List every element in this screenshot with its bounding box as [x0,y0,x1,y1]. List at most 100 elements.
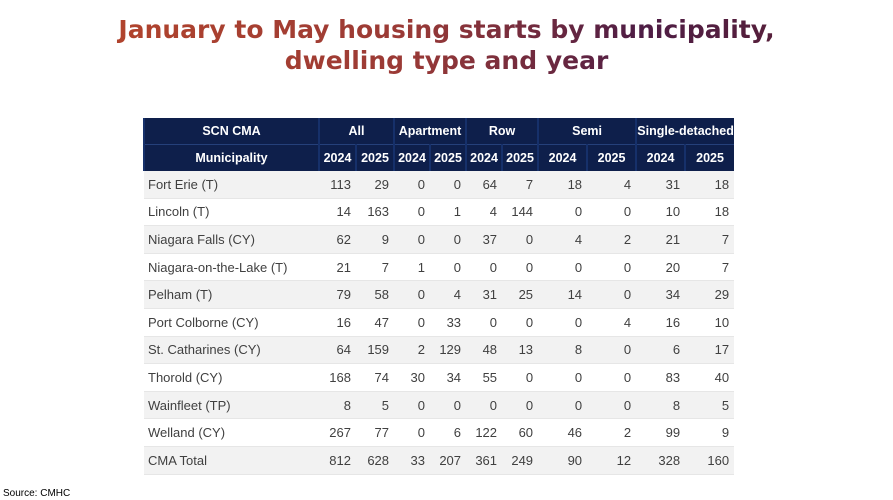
value-cell: 361 [466,446,503,475]
municipality-cell: Port Colborne (CY) [144,308,319,337]
value-cell: 0 [502,391,539,420]
value-cell: 122 [466,418,503,447]
value-cell: 0 [538,391,588,420]
value-cell: 9 [356,225,395,254]
value-cell: 33 [394,446,431,475]
municipality-cell: Wainfleet (TP) [144,391,319,420]
value-cell: 34 [636,280,686,309]
table-row: Port Colborne (CY) 16 47 0 33 0 0 0 4 16 10 [144,308,735,337]
value-cell: 14 [319,198,356,227]
value-cell: 0 [587,336,637,365]
group-header: Apartment [393,118,467,145]
title: January to May housing starts by municip… [60,14,833,76]
value-cell: 0 [394,391,431,420]
value-cell: 48 [466,336,503,365]
value-cell: 4 [538,225,588,254]
value-cell: 628 [356,446,395,475]
value-cell: 0 [538,363,588,392]
value-cell: 8 [319,391,356,420]
value-cell: 144 [502,198,539,227]
value-cell: 4 [430,280,467,309]
value-cell: 0 [502,225,539,254]
municipality-cell: Pelham (T) [144,280,319,309]
group-header-row: SCN CMA All Apartment Row Semi Single-detache… [143,118,735,145]
value-cell: 168 [319,363,356,392]
value-cell: 4 [466,198,503,227]
value-cell: 0 [466,308,503,337]
value-cell: 0 [587,198,637,227]
value-cell: 74 [356,363,395,392]
sub-header: 2024 [393,144,431,171]
value-cell: 18 [685,171,735,199]
value-cell: 0 [538,198,588,227]
value-cell: 207 [430,446,467,475]
value-cell: 0 [466,391,503,420]
value-cell: 6 [430,418,467,447]
value-cell: 2 [394,336,431,365]
table-row: Pelham (T) 79 58 0 4 31 25 14 0 34 29 [144,280,735,309]
table-row: Fort Erie (T) 113 29 0 0 64 7 18 4 31 18 [144,171,735,199]
value-cell: 7 [685,253,735,282]
value-cell: 2 [587,418,637,447]
value-cell: 10 [685,308,735,337]
value-cell: 0 [538,253,588,282]
value-cell: 79 [319,280,356,309]
value-cell: 14 [538,280,588,309]
sub-header: 2024 [465,144,503,171]
value-cell: 55 [466,363,503,392]
value-cell: 267 [319,418,356,447]
value-cell: 29 [356,171,395,199]
group-header: SCN CMA [143,118,319,145]
value-cell: 47 [356,308,395,337]
table-row: CMA Total 812 628 33 207 361 249 90 12 328 160 [144,446,735,475]
municipality-cell: CMA Total [144,446,319,475]
table-row: Thorold (CY) 168 74 30 34 55 0 0 0 83 40 [144,363,735,392]
table-row: Niagara-on-the-Lake (T) 21 7 1 0 0 0 0 0 20 7 [144,253,735,282]
value-cell: 31 [466,280,503,309]
value-cell: 64 [466,171,503,199]
value-cell: 0 [502,308,539,337]
value-cell: 0 [430,253,467,282]
value-cell: 0 [394,418,431,447]
sub-header-row: Municipality 2024 2025 2024 2025 2024 2025 2024… [143,144,735,171]
value-cell: 90 [538,446,588,475]
value-cell: 113 [319,171,356,199]
value-cell: 0 [394,225,431,254]
value-cell: 4 [587,171,637,199]
value-cell: 0 [587,253,637,282]
value-cell: 16 [636,308,686,337]
value-cell: 1 [394,253,431,282]
value-cell: 25 [502,280,539,309]
value-cell: 58 [356,280,395,309]
value-cell: 12 [587,446,637,475]
value-cell: 0 [430,391,467,420]
municipality-cell: Niagara Falls (CY) [144,225,319,254]
group-header: Single-detached [635,118,735,145]
value-cell: 129 [430,336,467,365]
table-row: Niagara Falls (CY) 62 9 0 0 37 0 4 2 21 7 [144,225,735,254]
value-cell: 64 [319,336,356,365]
value-cell: 1 [430,198,467,227]
sub-header: 2025 [586,144,637,171]
value-cell: 34 [430,363,467,392]
value-cell: 159 [356,336,395,365]
value-cell: 20 [636,253,686,282]
value-cell: 0 [502,363,539,392]
value-cell: 7 [502,171,539,199]
value-cell: 8 [538,336,588,365]
value-cell: 0 [587,363,637,392]
value-cell: 21 [319,253,356,282]
value-cell: 9 [685,418,735,447]
housing-table: SCN CMA All Apartment Row Semi Single-detache… [143,118,735,475]
value-cell: 29 [685,280,735,309]
sub-header: Municipality [143,144,319,171]
municipality-cell: Welland (CY) [144,418,319,447]
sub-header: 2024 [318,144,356,171]
table-row: Wainfleet (TP) 8 5 0 0 0 0 0 0 8 5 [144,391,735,420]
value-cell: 21 [636,225,686,254]
sub-header: 2025 [429,144,467,171]
municipality-cell: Fort Erie (T) [144,171,319,199]
value-cell: 249 [502,446,539,475]
value-cell: 10 [636,198,686,227]
municipality-cell: St. Catharines (CY) [144,336,319,365]
